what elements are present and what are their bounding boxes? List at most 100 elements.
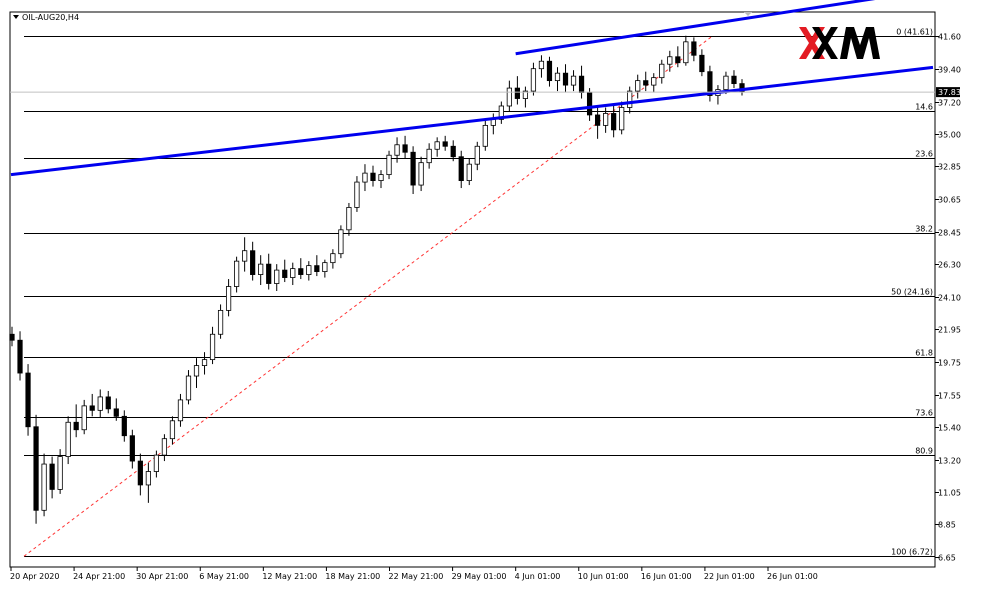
plot-frame [9, 11, 936, 568]
title-dropdown-icon[interactable] [13, 15, 19, 19]
candle-body [89, 405, 95, 411]
candle-body [105, 396, 111, 410]
xm-logo [799, 27, 880, 59]
candle-body [450, 145, 456, 158]
candle-body [113, 408, 119, 417]
candle-body [410, 151, 416, 186]
time-tick-label: 12 May 21:00 [262, 572, 317, 581]
candle-body [258, 263, 264, 275]
fib-level-label: 23.6 [915, 150, 933, 159]
candle-body [242, 250, 248, 262]
price-tick-label: 39.40 [938, 66, 961, 75]
price-tick-label: 37.20 [938, 99, 961, 108]
price-tick-label: 13.20 [938, 457, 961, 466]
candle-body [570, 75, 577, 86]
time-tick-label: 16 Jun 01:00 [641, 572, 692, 581]
candle-body [594, 114, 601, 126]
candle-body [418, 162, 424, 186]
price-tick-label: 8.85 [938, 521, 956, 530]
price-tick-label: 6.65 [938, 554, 956, 563]
candle-body [362, 172, 368, 183]
candle-body [314, 265, 320, 272]
fib-level-label: 100 (6.72) [891, 548, 933, 557]
candlesticks [9, 35, 745, 524]
candle-body [458, 156, 464, 181]
candle-body [522, 90, 529, 99]
time-tick-label: 26 Jun 01:00 [767, 572, 818, 581]
candle-body [474, 145, 480, 165]
candle-body [217, 309, 224, 335]
candle-body [426, 148, 432, 164]
candle-body [129, 435, 135, 462]
candle-body [57, 456, 63, 490]
chart-title-group: OIL-AUG20,H4 [13, 13, 79, 22]
price-tick-label: 35.00 [938, 131, 961, 140]
price-tick-label: 19.75 [938, 359, 961, 368]
candle-body [169, 420, 176, 440]
candle-body [506, 87, 512, 107]
candle-body [25, 372, 31, 428]
candle-body [707, 71, 713, 96]
fib-level-label: 61.8 [915, 349, 933, 358]
candle-body [250, 250, 256, 275]
candle-body [394, 144, 400, 156]
candle-body [514, 87, 520, 99]
chart-title: OIL-AUG20,H4 [22, 13, 79, 22]
candle-body [611, 113, 617, 131]
candle-body [651, 77, 657, 86]
time-tick-label: 22 Jun 01:00 [704, 572, 755, 581]
time-tick-label: 24 Apr 21:00 [73, 572, 125, 581]
xm-logo-x-black [812, 27, 838, 59]
trendline-channel-lower [10, 65, 934, 177]
price-tick-label: 11.05 [938, 489, 961, 498]
price-tick-label: 32.85 [938, 163, 961, 172]
time-tick-label: 22 May 21:00 [389, 572, 444, 581]
candle-body [498, 105, 504, 120]
candle-body [434, 141, 440, 150]
fib-level-label: 80.9 [915, 447, 933, 456]
candle-body [41, 463, 47, 511]
candle-body [65, 421, 71, 457]
candle-body [346, 207, 352, 231]
candle-body [562, 72, 569, 86]
chart-shift-marker[interactable] [744, 12, 752, 16]
candle-body [234, 260, 240, 287]
candle-body [330, 253, 336, 264]
candle-body [49, 463, 55, 490]
candle-body [17, 339, 23, 374]
candle-body [442, 141, 448, 147]
candle-body [586, 92, 593, 116]
candle-body [578, 75, 585, 93]
time-tick-label: 29 May 01:00 [452, 572, 507, 581]
candle-body [145, 471, 151, 486]
candle-body [161, 438, 168, 456]
candle-body [466, 163, 472, 181]
candle-body [675, 56, 681, 64]
candle-body [73, 421, 79, 431]
price-tick-label: 30.65 [938, 196, 961, 205]
candle-body [386, 154, 392, 176]
price-axis: 41.60 39.40 37.20 35.00 32.85 30.65 28.45 26.30… [935, 33, 961, 563]
candle-body [137, 460, 143, 486]
candle-body [209, 333, 216, 361]
candle-body [538, 60, 545, 70]
candle-body [225, 286, 232, 311]
candle-body [554, 72, 561, 82]
price-tick-label: 15.40 [938, 424, 961, 433]
price-tick-label: 17.55 [938, 392, 961, 401]
candle-body [338, 229, 344, 255]
candle-body [667, 56, 673, 65]
time-tick-label: 6 May 21:00 [199, 572, 249, 581]
candle-body [482, 124, 488, 147]
price-tick-label: 24.10 [938, 294, 961, 303]
candle-body [266, 263, 272, 284]
candle-body [282, 269, 288, 278]
candle-body [153, 454, 160, 472]
candle-body [9, 333, 15, 341]
price-tick-label: 21.95 [938, 326, 961, 335]
candle-body [723, 75, 729, 90]
trendlines [10, 0, 934, 177]
time-tick-label: 20 Apr 2020 [10, 572, 59, 581]
